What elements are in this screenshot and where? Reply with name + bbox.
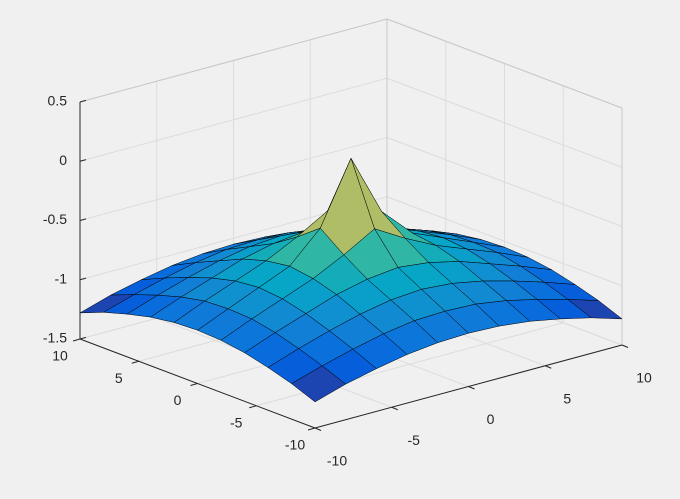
- z-tick-label: 0.5: [48, 93, 68, 109]
- z-tick: [79, 218, 87, 221]
- y-tick-label: -5: [230, 414, 243, 430]
- z-tick-label: -1: [55, 270, 68, 286]
- grid-line: [386, 137, 623, 227]
- y-tick-label: 0: [174, 392, 182, 408]
- y-tick: [72, 338, 81, 342]
- y-tick-label: 10: [52, 348, 68, 364]
- x-tick-label: -5: [408, 432, 421, 448]
- y-tick: [131, 360, 139, 364]
- x-tick: [621, 344, 629, 348]
- x-tick: [391, 406, 398, 411]
- y-tick: [190, 383, 198, 386]
- z-tick-label: -1.5: [43, 330, 67, 346]
- x-tick: [468, 386, 475, 390]
- grid-line: [386, 77, 623, 168]
- grid-line: [386, 196, 623, 287]
- y-tick: [249, 405, 257, 409]
- x-tick-label: 0: [487, 411, 495, 427]
- z-tick: [79, 277, 87, 281]
- z-tick: [79, 336, 87, 340]
- z-tick-label: 0: [59, 152, 67, 168]
- z-tick: [79, 159, 87, 162]
- grid-line: [79, 137, 388, 221]
- y-tick: [307, 427, 316, 431]
- z-tick: [79, 99, 87, 103]
- z-tick-label: -0.5: [43, 211, 67, 227]
- y-tick-label: 5: [115, 370, 123, 386]
- surface-facet: [291, 365, 346, 403]
- x-tick-label: -10: [327, 453, 347, 469]
- x-tick-label: 10: [636, 370, 652, 386]
- box-edge: [386, 18, 623, 109]
- y-tick-label: -10: [285, 437, 305, 453]
- grid-line: [79, 77, 388, 162]
- box-edge: [79, 18, 388, 103]
- x-tick: [314, 427, 322, 431]
- x-tick: [545, 365, 552, 369]
- x-tick-label: 5: [563, 390, 571, 406]
